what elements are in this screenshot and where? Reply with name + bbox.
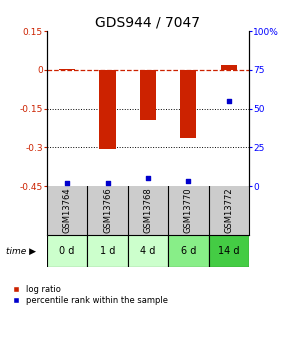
Text: GSM13772: GSM13772 — [224, 188, 233, 233]
Point — [65, 180, 69, 186]
Text: 1 d: 1 d — [100, 246, 115, 256]
Bar — [180, 70, 197, 138]
Point — [226, 98, 231, 104]
Point — [146, 176, 150, 181]
Text: 4 d: 4 d — [140, 246, 156, 256]
Bar — [59, 69, 75, 70]
FancyBboxPatch shape — [47, 235, 87, 267]
FancyBboxPatch shape — [168, 235, 209, 267]
Title: GDS944 / 7047: GDS944 / 7047 — [96, 16, 200, 30]
Text: 14 d: 14 d — [218, 246, 240, 256]
Bar — [140, 70, 156, 120]
Text: 0 d: 0 d — [59, 246, 75, 256]
FancyBboxPatch shape — [209, 235, 249, 267]
Bar — [99, 70, 116, 149]
Text: 6 d: 6 d — [181, 246, 196, 256]
Text: GSM13764: GSM13764 — [63, 188, 71, 233]
Text: time ▶: time ▶ — [6, 246, 36, 256]
Text: GSM13770: GSM13770 — [184, 188, 193, 233]
FancyBboxPatch shape — [87, 235, 128, 267]
Text: GSM13766: GSM13766 — [103, 187, 112, 233]
FancyBboxPatch shape — [128, 235, 168, 267]
Bar — [221, 65, 237, 70]
Text: GSM13768: GSM13768 — [144, 187, 152, 233]
Point — [186, 179, 191, 184]
Legend: log ratio, percentile rank within the sample: log ratio, percentile rank within the sa… — [13, 285, 168, 305]
Point — [105, 180, 110, 186]
